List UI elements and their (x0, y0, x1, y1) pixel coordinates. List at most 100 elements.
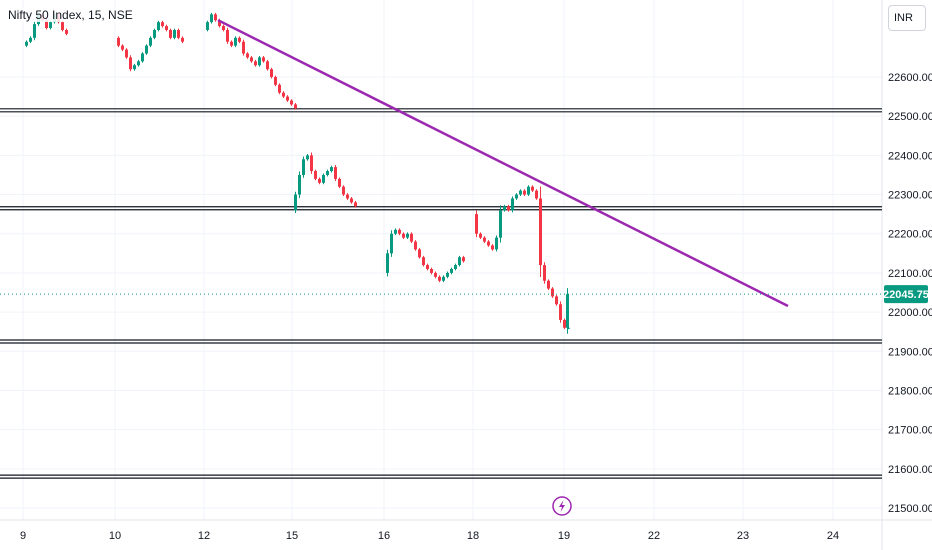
y-axis: 22600.00 22500.00 22400.00 22300.00 22200.00… (888, 72, 932, 515)
last-price-label: 22045.75 (883, 289, 929, 301)
candle-body (258, 57, 261, 66)
candle-body (286, 96, 289, 101)
candle-body (157, 22, 160, 30)
candle-body (125, 49, 128, 58)
lightning-icon[interactable] (559, 500, 565, 512)
candle-body (458, 257, 461, 266)
x-tick-label: 10 (109, 530, 121, 542)
candle-body (338, 178, 341, 187)
y-tick-label: 21700.00 (888, 425, 932, 437)
candle-body (491, 245, 494, 250)
trendline-group[interactable] (217, 19, 789, 308)
candle-body (438, 276, 441, 281)
candle-body (450, 268, 453, 273)
candle-body (314, 171, 317, 179)
candle-body (61, 22, 64, 30)
candle-body (551, 288, 554, 297)
candle-body (390, 233, 393, 254)
candle-body (523, 190, 526, 195)
candle-body (302, 159, 305, 175)
candle-body (226, 29, 229, 42)
candle-body (230, 41, 233, 46)
candle-body (410, 233, 413, 242)
candle-body (274, 77, 277, 85)
candle-body (422, 257, 425, 266)
y-tick-label: 22400.00 (888, 150, 932, 162)
candle-body (29, 37, 32, 42)
candle-body (394, 229, 397, 234)
y-tick-label: 22600.00 (888, 72, 932, 84)
candle-body (45, 20, 48, 29)
candle-body (242, 41, 245, 54)
y-tick-label: 21900.00 (888, 346, 932, 358)
candle-body (298, 174, 301, 195)
candle-body (342, 186, 345, 195)
candle-body (33, 24, 36, 38)
candle-body (386, 253, 389, 273)
event-marker[interactable] (552, 496, 572, 516)
candle-body (250, 57, 253, 62)
x-tick-label: 15 (286, 530, 298, 542)
currency-selector[interactable]: INR (888, 5, 926, 31)
candle-body (511, 198, 514, 211)
candle-body (169, 29, 172, 38)
candle-body (266, 61, 269, 70)
candle-body (543, 265, 546, 281)
candle-body (414, 241, 417, 250)
candle-body (206, 22, 209, 30)
candle-body (278, 84, 281, 93)
candle-body (515, 194, 518, 199)
y-tick-label: 21500.00 (888, 503, 932, 515)
trendline[interactable] (217, 19, 789, 308)
y-tick-label: 21800.00 (888, 385, 932, 397)
x-tick-label: 16 (378, 530, 390, 542)
candle-body (462, 257, 465, 262)
candle-body (567, 327, 570, 329)
candle-body (346, 194, 349, 199)
candle-body (334, 167, 337, 179)
candle-body (173, 29, 176, 38)
candle-body (234, 37, 237, 46)
candle-body (539, 198, 542, 266)
candle-body (129, 57, 132, 70)
y-tick-label: 22200.00 (888, 229, 932, 241)
x-tick-label: 19 (558, 530, 570, 542)
y-tick-label: 22000.00 (888, 307, 932, 319)
candle-body (181, 37, 184, 42)
candle-body (495, 237, 498, 250)
candle-body (566, 294, 569, 328)
y-tick-label: 21600.00 (888, 464, 932, 476)
candle-body (49, 22, 52, 29)
candle-body (350, 198, 353, 203)
candle-body (326, 171, 329, 175)
y-tick-label: 22500.00 (888, 111, 932, 123)
x-tick-label: 9 (20, 530, 26, 542)
x-axis: 9 10 12 15 16 18 19 22 23 24 (20, 530, 839, 542)
candle-body (442, 276, 445, 281)
candle-body (547, 280, 550, 289)
candle-body (121, 45, 124, 50)
candle-body (161, 22, 164, 27)
candle-body (238, 37, 241, 42)
last-price-badge (884, 285, 928, 304)
candle-body (559, 304, 562, 320)
candle-body (503, 206, 506, 211)
candle-body (454, 265, 457, 269)
candle-body (25, 41, 28, 46)
candle-body (262, 57, 265, 62)
candle-body (406, 233, 409, 238)
candle-body (322, 174, 325, 183)
candle-body (290, 100, 293, 105)
horizontal-levels (0, 108, 882, 479)
candle-body (398, 229, 401, 234)
candle-body (282, 92, 285, 97)
candle-body (446, 272, 449, 277)
candle-body (149, 37, 152, 46)
candle-body (177, 29, 180, 38)
candle-body (294, 194, 297, 211)
candle-body (218, 20, 221, 27)
candle-body (65, 29, 68, 34)
x-tick-label: 22 (648, 530, 660, 542)
candle-body (330, 167, 333, 172)
